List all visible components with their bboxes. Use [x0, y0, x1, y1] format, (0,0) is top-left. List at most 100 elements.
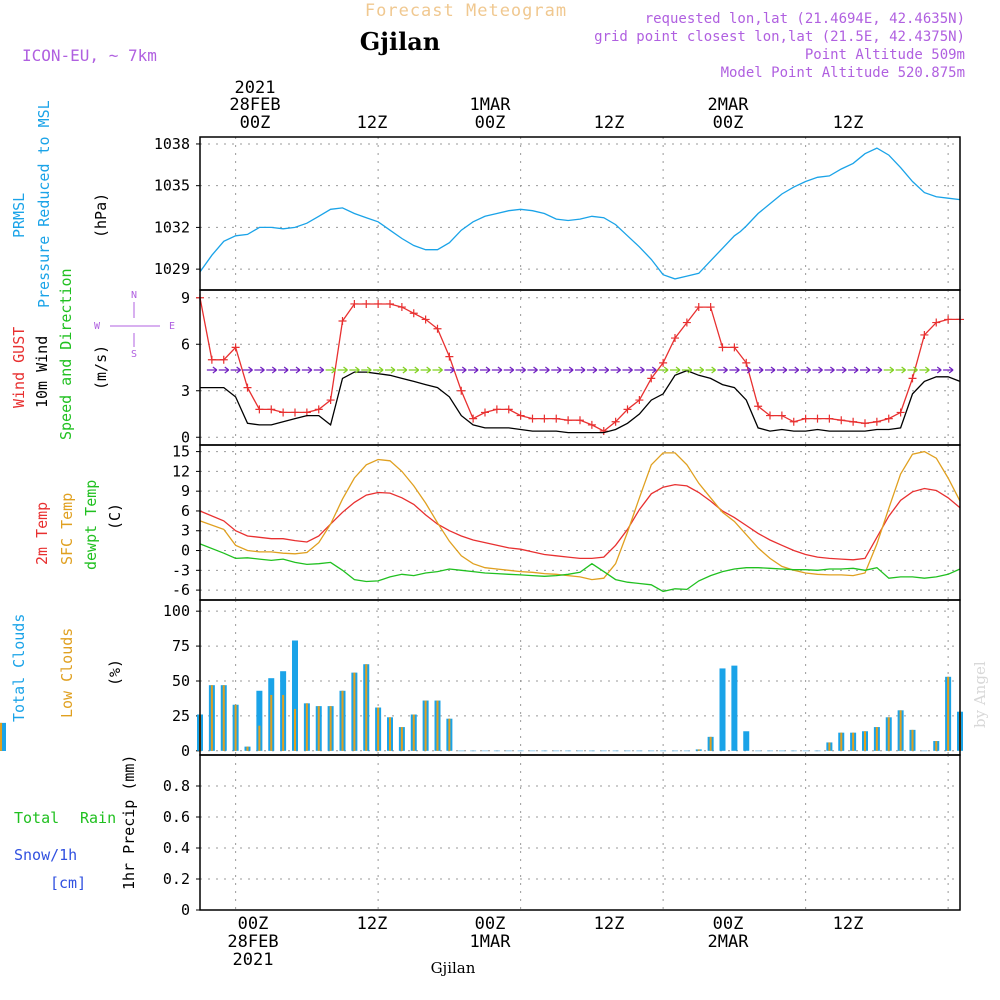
ytick-label-4-1: 0.2 [163, 870, 190, 888]
gust-marker-55 [849, 417, 858, 426]
wind-arrow-3 [266, 366, 277, 374]
hour-top-5: 12Z [833, 113, 864, 133]
low-cloud-bar-19 [424, 700, 427, 751]
gust-marker-6 [267, 405, 276, 414]
low-cloud-bar-8 [294, 708, 296, 751]
gust-marker-8 [291, 408, 299, 417]
ytick-label-4-4: 0.8 [163, 777, 190, 795]
wind-arrow-5 [290, 366, 301, 374]
wind-arrow-8 [325, 366, 336, 374]
wind-arrow-27 [551, 366, 562, 374]
wind-arrow-26 [539, 366, 550, 374]
label-prmsl: PRMSL [10, 193, 28, 238]
panel-1: 0 3 6 9 [181, 289, 964, 446]
gust-marker-2 [219, 355, 228, 364]
gust-marker-11 [326, 396, 335, 405]
label-2m-temp: 2m Temp [33, 502, 51, 565]
label-dewpt-temp: dewpt Temp [82, 480, 100, 570]
ytick-label-2-7: 15 [172, 443, 190, 461]
total-cloud-bar-44 [719, 668, 726, 751]
wind-arrow-32 [610, 366, 621, 374]
gust-marker-40 [671, 334, 679, 343]
low-cloud-bar-15 [377, 707, 380, 751]
gust-marker-16 [386, 299, 394, 308]
gust-marker-36 [623, 405, 632, 414]
ytick-label-2-1: -3 [172, 561, 190, 579]
gust-marker-15 [374, 299, 383, 308]
gust-marker-13 [350, 299, 359, 308]
gust-marker-39 [659, 358, 668, 367]
panel-3: 0 25 50 75 100 [0, 599, 963, 760]
ytick-label-1-3: 9 [181, 289, 190, 307]
hour-bottom-2: 00Z [475, 914, 506, 934]
wind-arrow-17 [432, 366, 443, 374]
wind-arrow-39 [693, 366, 705, 374]
gust-marker-57 [872, 417, 881, 426]
wind-arrow-16 [420, 366, 431, 374]
total-cloud-bar-8 [292, 640, 298, 751]
wind-arrow-46 [776, 366, 788, 374]
gust-marker-32 [576, 416, 584, 425]
low-cloud-bar-2 [222, 685, 225, 751]
wind-arrow-19 [456, 366, 467, 374]
low-cloud-bar-58 [887, 717, 890, 751]
ytick-label-2-4: 6 [181, 502, 190, 520]
ytick-label-1-0: 0 [181, 428, 190, 446]
low-cloud-bar-43 [709, 736, 712, 751]
hour-bottom-4: 00Z [713, 914, 744, 934]
wind-arrows [206, 366, 954, 374]
ytick-label-0-0: 1029 [154, 260, 190, 278]
gust-marker-42 [694, 303, 703, 312]
series-line-2-1 [199, 450, 961, 581]
gust-marker-63 [944, 315, 953, 324]
ytick-label-4-2: 0.4 [163, 839, 190, 857]
label-wind-gust: Wind GUST [10, 327, 28, 408]
wind-arrow-52 [848, 366, 859, 374]
gust-marker-27 [516, 411, 525, 420]
gust-marker-22 [457, 386, 466, 395]
gust-marker-52 [813, 414, 822, 423]
wind-arrow-41 [717, 366, 728, 374]
low-cloud-bar-14 [365, 664, 368, 751]
low-cloud-bar-13 [353, 672, 356, 751]
wind-arrow-35 [646, 366, 657, 374]
label-hpa: (hPa) [92, 193, 110, 238]
wind-arrow-28 [563, 366, 574, 374]
low-cloud-bar-66 [0, 722, 2, 751]
low-cloud-bar-17 [400, 727, 403, 751]
wind-arrow--2 [206, 366, 218, 374]
wind-arrow-40 [705, 366, 716, 374]
low-cloud-bar-62 [935, 741, 938, 751]
wind-arrow-56 [895, 366, 906, 374]
gust-marker-43 [706, 303, 715, 312]
gust-marker-59 [896, 408, 905, 417]
gust-marker-37 [635, 396, 644, 405]
gust-marker-46 [742, 358, 751, 367]
gust-marker-7 [279, 408, 288, 417]
wind-arrow-22 [491, 366, 503, 374]
subtitle: Forecast Meteogram [365, 1, 567, 21]
wind-arrow-4 [278, 366, 289, 374]
wind-arrow-15 [408, 366, 420, 374]
wind-arrow-14 [396, 366, 408, 374]
wind-arrow-34 [634, 366, 645, 374]
wind-arrow-59 [931, 366, 942, 374]
gust-marker-28 [528, 414, 537, 423]
wind-arrow-21 [480, 366, 491, 374]
compass-s: S [131, 349, 137, 360]
point-altitude: Point Altitude 509m [805, 47, 965, 63]
low-cloud-bar-1 [210, 685, 213, 751]
compass-rose: N W E S [94, 290, 175, 360]
label-snow: Snow/1h [14, 846, 77, 864]
ytick-label-3-1: 25 [172, 707, 190, 725]
low-cloud-bar-67 [0, 741, 2, 751]
ytick-label-4-3: 0.6 [163, 808, 190, 826]
wind-arrow-54 [871, 366, 883, 374]
date-bottom-1: 1MAR [470, 932, 512, 952]
gust-marker-49 [777, 411, 786, 420]
gust-marker-34 [599, 427, 608, 436]
gust-marker-12 [338, 317, 347, 325]
low-cloud-bar-11 [329, 706, 332, 751]
wind-arrow-31 [598, 366, 610, 374]
